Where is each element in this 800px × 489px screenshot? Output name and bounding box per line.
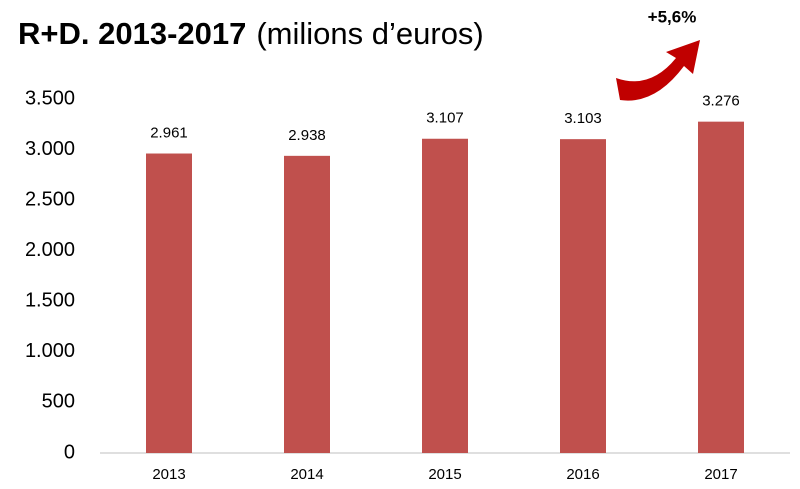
- bar: [284, 155, 330, 453]
- bar: [146, 153, 192, 454]
- x-tick-label: 2014: [290, 466, 323, 483]
- x-tick-label: 2017: [704, 466, 737, 483]
- growth-arrow: [616, 40, 700, 101]
- y-tick-label: 3.500: [25, 87, 75, 109]
- y-tick-label: 1.000: [25, 340, 75, 362]
- x-tick-label: 2015: [428, 466, 461, 483]
- y-tick-label: 2.500: [25, 188, 75, 210]
- y-tick-label: 2.000: [25, 239, 75, 261]
- value-label: 2.961: [150, 124, 188, 141]
- bar: [422, 138, 468, 453]
- title-line: R+D. 2013-2017 (milions d’euros): [18, 16, 484, 51]
- value-label: 3.276: [702, 93, 740, 110]
- y-tick-label: 1.500: [25, 290, 75, 312]
- y-tick-label: 3.000: [25, 138, 75, 160]
- value-label: 3.103: [564, 110, 602, 127]
- annotation: +5,6%: [648, 7, 697, 26]
- y-tick-label: 500: [42, 391, 75, 413]
- bar: [698, 121, 744, 453]
- value-label: 2.938: [288, 127, 326, 144]
- x-tick-label: 2013: [152, 466, 185, 483]
- y-tick-label: 0: [64, 441, 75, 463]
- chart-title: R+D. 2013-2017: [18, 16, 246, 51]
- bar: [560, 139, 606, 453]
- chart-subtitle: (milions d’euros): [256, 16, 483, 51]
- value-label: 3.107: [426, 110, 464, 127]
- x-tick-label: 2016: [566, 466, 599, 483]
